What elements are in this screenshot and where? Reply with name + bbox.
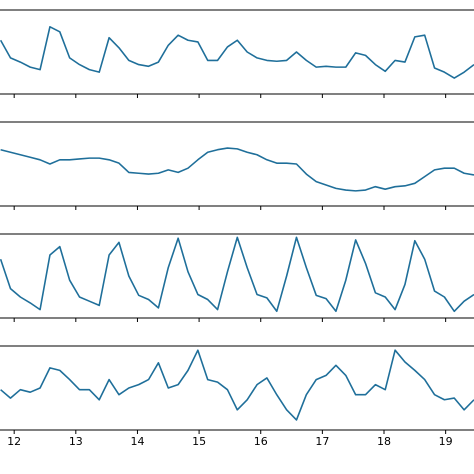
data-line [0, 147, 474, 192]
x-tick-label: 17 [315, 435, 329, 448]
x-tick-label: 15 [192, 435, 206, 448]
x-tick-label: 12 [7, 435, 21, 448]
data-line [0, 26, 474, 79]
data-line [0, 349, 474, 421]
x-tick-label: 18 [377, 435, 391, 448]
data-line [0, 236, 474, 313]
x-tick-label: 14 [130, 435, 144, 448]
x-tick-label: 19 [439, 435, 453, 448]
x-tick-label: 16 [254, 435, 268, 448]
x-tick-label: 13 [69, 435, 83, 448]
